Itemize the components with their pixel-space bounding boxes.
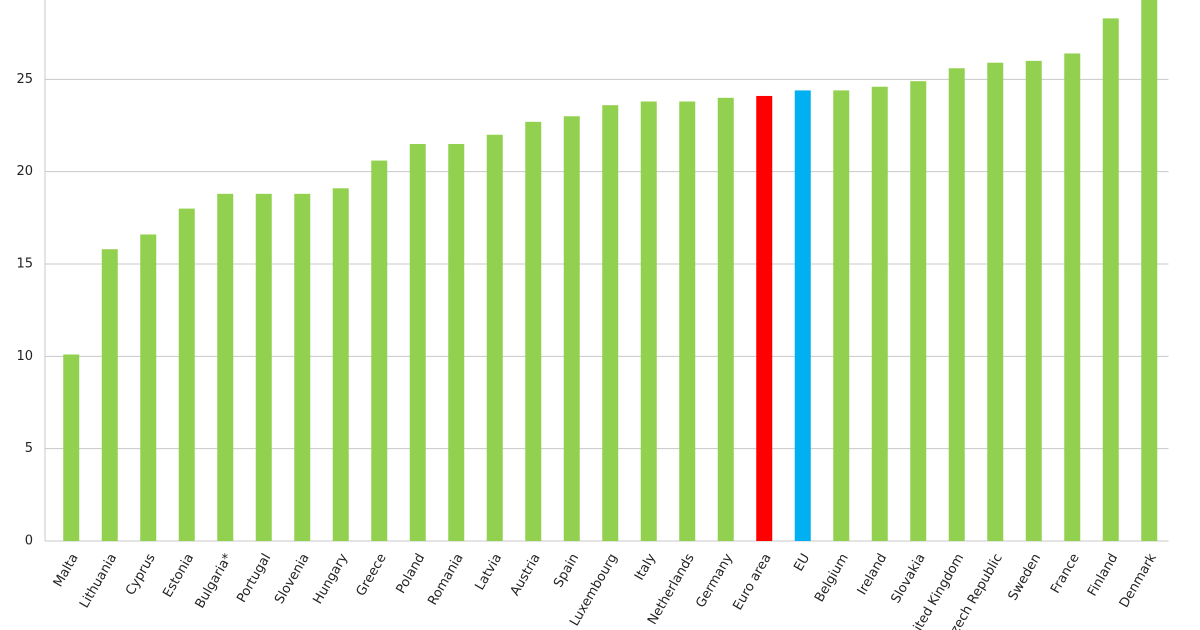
- bar: [563, 116, 580, 542]
- x-tick-label: Austria: [508, 551, 544, 598]
- bar: [756, 95, 773, 541]
- x-tick-label: Euro area: [730, 551, 774, 613]
- bar: [294, 193, 311, 541]
- x-tick-label: Portugal: [234, 551, 274, 605]
- x-tick-label: Spain: [551, 551, 582, 590]
- x-tick-label: Latvia: [472, 551, 505, 593]
- y-tick-label: 0: [25, 534, 33, 549]
- bar: [717, 97, 734, 542]
- x-tick-label: Sweden: [1006, 551, 1045, 603]
- y-tick-label: 20: [16, 164, 33, 179]
- bar: [679, 101, 696, 541]
- x-tick-label: Greece: [354, 551, 390, 599]
- bar: [910, 81, 927, 542]
- bar: [1102, 18, 1119, 542]
- bar: [1141, 0, 1158, 541]
- bar: [178, 208, 195, 541]
- x-tick-label: Italy: [632, 551, 659, 583]
- bar: [871, 86, 888, 541]
- bar: [486, 134, 503, 541]
- bar: [794, 90, 811, 541]
- x-tick-label: Slovakia: [888, 551, 928, 606]
- x-tick-label: Estonia: [160, 551, 197, 600]
- y-tick-label: 5: [25, 441, 33, 456]
- x-tick-label: Slovenia: [272, 551, 313, 606]
- x-tick-label: Ireland: [855, 551, 890, 597]
- bar: [525, 121, 542, 541]
- bar: [101, 249, 118, 541]
- y-tick-label: 15: [16, 257, 33, 272]
- y-tick-label: 10: [16, 349, 33, 364]
- x-tick-label: Germany: [693, 551, 736, 611]
- bar: [371, 160, 388, 541]
- x-tick-label: Finland: [1085, 551, 1121, 599]
- x-tick-label: Bulgaria*: [193, 551, 236, 611]
- bar: [140, 234, 157, 541]
- x-tick-label: Belgium: [812, 551, 852, 605]
- bar: [948, 68, 965, 542]
- x-tick-label: Romania: [425, 551, 466, 608]
- bar: [217, 193, 234, 541]
- bar: [602, 105, 619, 541]
- bar: [1064, 53, 1081, 541]
- bar: [987, 62, 1004, 542]
- x-tick-label: Hungary: [310, 551, 351, 607]
- bar: [833, 90, 850, 541]
- x-tick-label: Lithuania: [77, 551, 120, 611]
- bar: [255, 193, 272, 541]
- x-tick-label: Poland: [394, 551, 429, 596]
- x-tick-label: France: [1048, 551, 1083, 596]
- bar: [63, 354, 80, 541]
- x-tick-label: Denmark: [1117, 551, 1160, 611]
- bar: [640, 101, 657, 541]
- bar: [448, 143, 465, 541]
- bar: [409, 143, 426, 541]
- y-tick-label: 25: [16, 72, 33, 87]
- bar: [332, 188, 349, 541]
- x-tick-label: EU: [791, 551, 813, 574]
- x-tick-label: Malta: [51, 551, 82, 590]
- bar: [1025, 60, 1042, 541]
- x-tick-label: Cyprus: [123, 551, 159, 598]
